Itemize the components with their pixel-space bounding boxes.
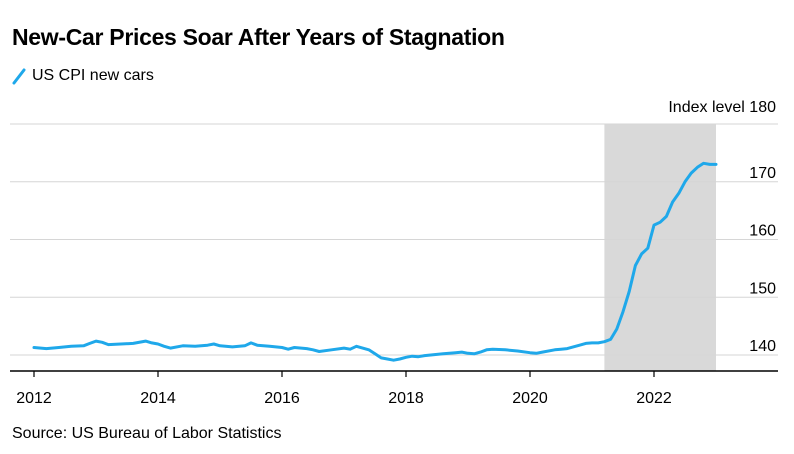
x-tick-label-2018: 2018 [388, 390, 424, 407]
x-tick-label-2012: 2012 [16, 390, 52, 407]
source-note: Source: US Bureau of Labor Statistics [12, 425, 282, 442]
legend: US CPI new cars [12, 66, 154, 86]
chart-title: New-Car Prices Soar After Years of Stagn… [12, 24, 505, 50]
y-tick-label-150: 150 [749, 280, 776, 297]
y-axis-top-label: Index level 180 [668, 99, 776, 116]
legend-label: US CPI new cars [32, 67, 154, 84]
x-tick-label-2020: 2020 [512, 390, 548, 407]
y-tick-label-170: 170 [749, 165, 776, 182]
y-tick-label-140: 140 [749, 338, 776, 355]
x-tick-label-2016: 2016 [264, 390, 300, 407]
x-tick-label-2022: 2022 [636, 390, 672, 407]
x-tick-label-2014: 2014 [140, 390, 176, 407]
y-tick-label-160: 160 [749, 223, 776, 240]
shaded-region [604, 124, 716, 371]
legend-line-icon [12, 68, 26, 85]
series-line-0 [32, 161, 718, 362]
